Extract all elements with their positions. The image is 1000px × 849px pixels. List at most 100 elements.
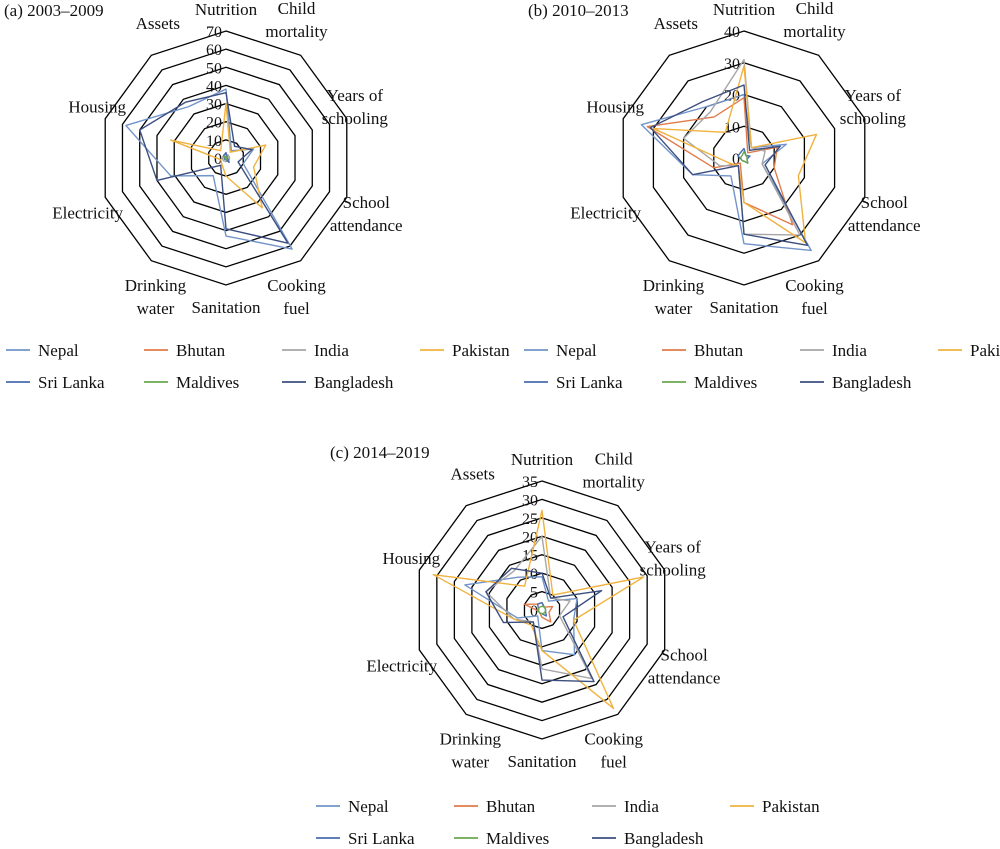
axis-label: Sanitation [192, 298, 261, 317]
axis-label: Cooking [584, 729, 643, 748]
axis-label: Assets [450, 464, 494, 483]
axis-label: School [661, 645, 709, 664]
tick-label: 30 [724, 56, 740, 73]
grid-ring [523, 590, 561, 630]
legend-label: Maldives [486, 829, 549, 848]
axis-label: Child [595, 450, 633, 469]
axis-label: Electricity [570, 204, 641, 223]
tick-label: 25 [522, 511, 538, 528]
grid-ring [471, 535, 613, 685]
tick-label: 30 [522, 492, 538, 509]
tick-label: 0 [530, 603, 538, 620]
grid-ring [156, 84, 296, 232]
grid-ring [139, 66, 313, 250]
grid-ring [506, 572, 578, 648]
legend: Nepal Bhutan India Pakistan Sri Lanka Maldive… [6, 341, 510, 392]
tick-label: 0 [214, 151, 222, 168]
axis-label: attendance [648, 668, 721, 687]
legend-label: Nepal [556, 341, 597, 360]
grid-ring [453, 517, 631, 703]
axis-label: Assets [654, 14, 698, 33]
series-line-nepal [640, 93, 812, 252]
grid-ring [173, 102, 279, 214]
tick-label: 20 [522, 529, 538, 546]
chart-title: (c) 2014–2019 [330, 443, 430, 462]
tick-label: 35 [522, 474, 538, 491]
tick-label: 40 [206, 78, 222, 95]
axis-label: fuel [600, 752, 627, 771]
axis-label: schooling [640, 560, 707, 579]
axis-label: Nutrition [195, 0, 258, 19]
axis-label: Child [278, 0, 316, 18]
grid-ring [622, 30, 866, 286]
axis-label: water [451, 752, 489, 771]
series-line-pakistan [170, 102, 267, 209]
series-line-maldives [223, 155, 229, 161]
axis-label: Years of [327, 86, 384, 105]
axis-label: Years of [645, 537, 702, 556]
grid-ring [418, 480, 666, 740]
grid-ring [104, 30, 348, 286]
axis-label: mortality [783, 22, 846, 41]
legend-label: Pakistan [970, 341, 1000, 360]
axis-label: Housing [68, 97, 126, 116]
series-line-bhutan [523, 601, 554, 623]
axis-label: Drinking [643, 276, 705, 295]
legend-label: Sri Lanka [348, 829, 415, 848]
chart-title: (a) 2003–2009 [4, 1, 104, 20]
legend-label: Nepal [38, 341, 79, 360]
legend: Nepal Bhutan India Pakistan Sri Lanka Maldive… [524, 341, 1000, 392]
axis-label: Nutrition [713, 0, 776, 19]
series-line-maldives [740, 150, 749, 164]
axis-label: Cooking [267, 276, 326, 295]
tick-label: 20 [206, 115, 222, 132]
tick-label: 40 [724, 24, 740, 41]
grid-ring [652, 62, 836, 254]
legend-label: India [314, 341, 349, 360]
axis-label: water [137, 299, 175, 318]
tick-label: 0 [732, 151, 740, 168]
axis-label: Electricity [366, 656, 437, 675]
legend-label: Sri Lanka [556, 373, 623, 392]
axis-label: Child [796, 0, 834, 18]
tick-label: 5 [530, 585, 538, 602]
axis-label: School [861, 193, 909, 212]
legend-label: Bangladesh [832, 373, 912, 392]
axis-label: Drinking [125, 276, 187, 295]
axis-label: Assets [136, 14, 180, 33]
legend-label: India [832, 341, 867, 360]
chart-title: (b) 2010–2013 [528, 1, 629, 20]
legend-label: Bhutan [176, 341, 226, 360]
axis-label: Years of [845, 86, 902, 105]
series-line-pakistan [652, 65, 818, 244]
grid-ring [436, 498, 648, 722]
grid-ring [682, 93, 806, 223]
tick-label: 10 [522, 566, 538, 583]
legend: Nepal Bhutan India Pakistan Sri Lanka Maldive… [316, 797, 820, 848]
axis-label: Sanitation [710, 298, 779, 317]
series-line-maldives [537, 605, 547, 615]
axis-label: Nutrition [511, 450, 574, 469]
legend-label: Sri Lanka [38, 373, 105, 392]
tick-label: 60 [206, 42, 222, 59]
tick-label: 70 [206, 24, 222, 41]
legend-label: Maldives [176, 373, 239, 392]
axis-label: fuel [801, 299, 828, 318]
legend-label: Bhutan [486, 797, 536, 816]
series-line-pakistan [432, 509, 645, 710]
series-line-india [221, 153, 231, 163]
legend-label: Pakistan [452, 341, 510, 360]
axis-label: schooling [322, 109, 389, 128]
series-line-bangladesh [485, 567, 603, 683]
axis-label: Sanitation [508, 752, 577, 771]
legend-label: Maldives [694, 373, 757, 392]
grid-ring [713, 125, 775, 191]
legend-label: Bangladesh [624, 829, 704, 848]
legend-label: Pakistan [762, 797, 820, 816]
tick-label: 10 [206, 133, 222, 150]
series-line-bangladesh [649, 84, 809, 247]
axis-label: School [343, 193, 391, 212]
tick-label: 30 [206, 97, 222, 114]
